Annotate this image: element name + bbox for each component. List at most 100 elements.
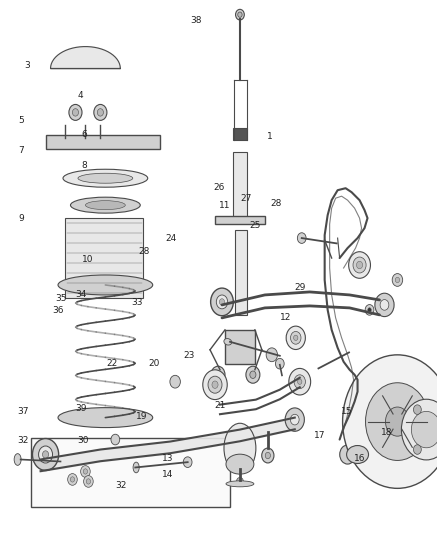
Circle shape: [183, 457, 192, 467]
Text: 15: 15: [341, 407, 353, 416]
Circle shape: [219, 298, 225, 305]
Circle shape: [413, 405, 421, 415]
Circle shape: [212, 381, 218, 389]
Circle shape: [266, 348, 278, 362]
Circle shape: [357, 261, 363, 269]
Circle shape: [246, 366, 260, 383]
Text: 38: 38: [191, 17, 202, 26]
Text: 17: 17: [314, 431, 326, 440]
Text: 25: 25: [250, 221, 261, 230]
Circle shape: [265, 453, 270, 459]
Text: 26: 26: [214, 183, 225, 192]
Circle shape: [170, 375, 180, 388]
Circle shape: [365, 304, 374, 315]
Text: 34: 34: [75, 289, 86, 298]
Text: 9: 9: [18, 214, 24, 223]
Ellipse shape: [58, 408, 153, 427]
Circle shape: [286, 326, 305, 350]
Text: 21: 21: [215, 401, 226, 410]
Circle shape: [385, 407, 410, 436]
Text: 32: 32: [115, 481, 127, 490]
Ellipse shape: [346, 446, 368, 464]
Circle shape: [353, 257, 366, 273]
Circle shape: [97, 109, 103, 116]
Text: 27: 27: [240, 194, 251, 203]
Text: 28: 28: [138, 247, 150, 256]
Text: 5: 5: [18, 116, 24, 125]
Text: 12: 12: [280, 312, 292, 321]
Circle shape: [81, 466, 90, 478]
Circle shape: [83, 469, 88, 474]
Text: 10: 10: [81, 255, 93, 264]
Text: 28: 28: [271, 199, 282, 208]
Circle shape: [340, 445, 356, 464]
Text: 22: 22: [106, 359, 118, 368]
Ellipse shape: [63, 169, 148, 187]
Bar: [235, 230, 247, 315]
Circle shape: [343, 355, 438, 488]
Circle shape: [86, 479, 91, 484]
Text: 23: 23: [183, 351, 194, 360]
Circle shape: [285, 408, 304, 431]
Text: 29: 29: [294, 283, 305, 292]
Circle shape: [42, 451, 49, 458]
Circle shape: [237, 478, 244, 486]
Circle shape: [401, 399, 438, 460]
Circle shape: [211, 288, 233, 316]
Ellipse shape: [71, 197, 140, 213]
Circle shape: [380, 300, 389, 310]
Circle shape: [250, 371, 256, 378]
Text: 7: 7: [18, 146, 24, 155]
Text: 24: 24: [166, 235, 177, 244]
Text: 30: 30: [77, 437, 88, 446]
Circle shape: [293, 335, 298, 341]
Circle shape: [366, 383, 429, 461]
Circle shape: [289, 368, 311, 395]
Text: 19: 19: [136, 412, 148, 421]
Circle shape: [290, 332, 301, 344]
Circle shape: [39, 446, 53, 463]
Circle shape: [70, 477, 74, 482]
Circle shape: [375, 293, 394, 317]
Ellipse shape: [226, 481, 254, 487]
Circle shape: [238, 12, 242, 17]
Circle shape: [349, 252, 371, 278]
Circle shape: [297, 233, 306, 244]
Circle shape: [276, 358, 284, 369]
Bar: [233, 128, 247, 140]
Ellipse shape: [133, 462, 139, 473]
Text: 6: 6: [81, 130, 87, 139]
Circle shape: [111, 434, 120, 445]
Circle shape: [262, 448, 274, 463]
Text: 4: 4: [77, 91, 83, 100]
Text: 3: 3: [25, 61, 31, 70]
Circle shape: [67, 474, 77, 485]
Circle shape: [392, 273, 403, 286]
Polygon shape: [50, 46, 120, 69]
Circle shape: [411, 411, 438, 448]
Circle shape: [216, 295, 228, 309]
Ellipse shape: [78, 173, 133, 183]
Bar: [46, 135, 160, 149]
Text: 39: 39: [75, 405, 86, 414]
Bar: [66, 218, 143, 298]
Ellipse shape: [224, 423, 256, 473]
Circle shape: [84, 475, 93, 487]
Circle shape: [208, 376, 222, 393]
Text: 37: 37: [17, 407, 29, 416]
Text: 32: 32: [17, 437, 28, 446]
Circle shape: [368, 308, 371, 312]
Text: 35: 35: [55, 294, 67, 303]
Circle shape: [203, 370, 227, 400]
Text: 20: 20: [148, 359, 159, 368]
Circle shape: [294, 375, 305, 389]
Circle shape: [32, 439, 59, 471]
Bar: [225, 330, 255, 365]
Text: 11: 11: [219, 201, 230, 210]
Circle shape: [211, 366, 225, 383]
Text: 13: 13: [162, 455, 174, 463]
Circle shape: [395, 277, 399, 282]
Circle shape: [94, 104, 107, 120]
Circle shape: [69, 104, 82, 120]
Text: 36: 36: [52, 305, 64, 314]
